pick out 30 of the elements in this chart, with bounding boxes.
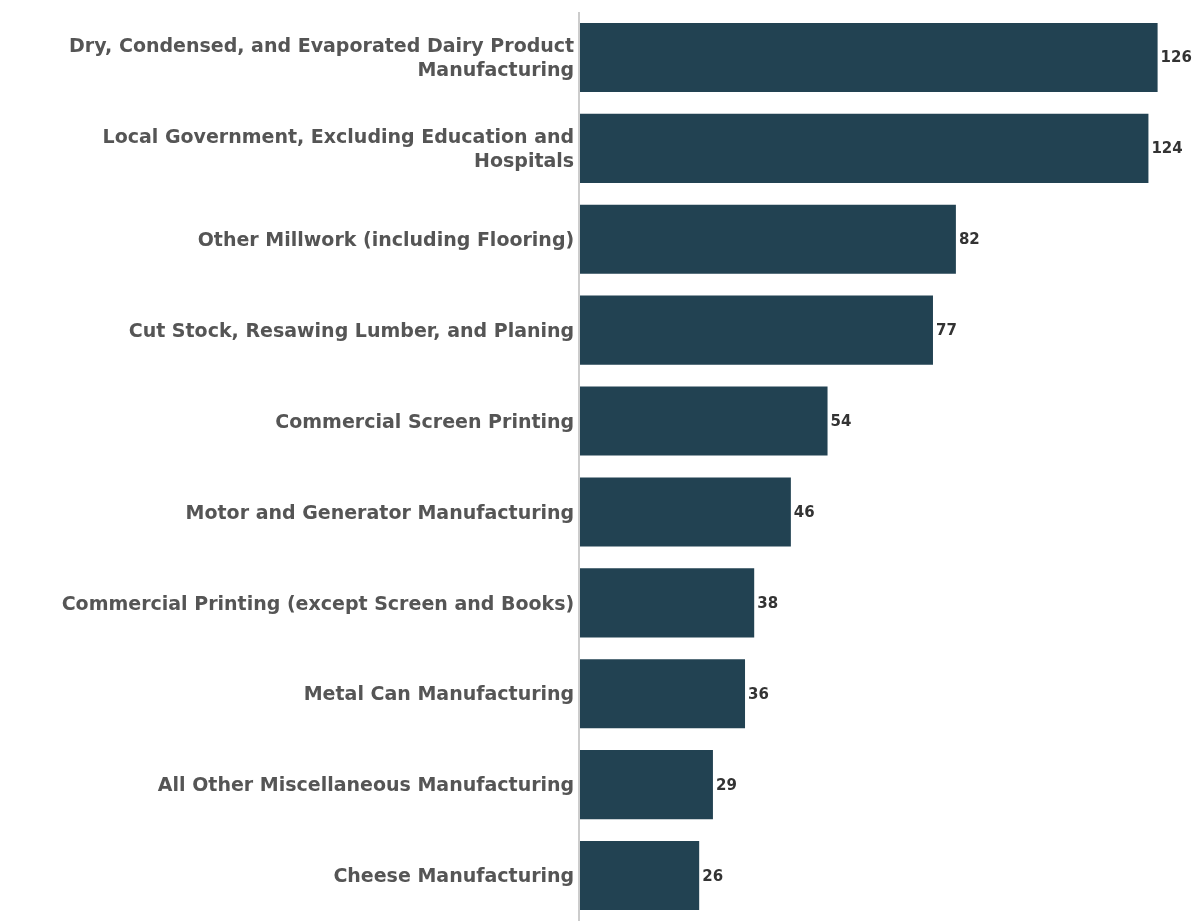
y-tick-label: Local Government, Excluding Education and Hospitals [102, 124, 575, 172]
data-label: 38 [757, 593, 779, 612]
y-tick-label: Metal Can Manufacturing [303, 682, 575, 705]
y-tick-label: Motor and Generator Manufacturing [185, 500, 575, 523]
bar [580, 22, 1158, 92]
y-tick-label: Cut Stock, Resawing Lumber, and Planing [128, 318, 575, 341]
data-label: 54 [830, 412, 852, 431]
bar [580, 659, 746, 729]
data-label: 46 [793, 502, 815, 521]
bar [580, 386, 828, 456]
y-tick-label: Commercial Printing (except Screen and Books) [61, 591, 575, 614]
bar [580, 113, 1149, 183]
data-label: 36 [748, 684, 769, 703]
y-tick-label: Dry, Condensed, and Evaporated Dairy Product Manufacturing [69, 33, 575, 81]
bar [580, 204, 956, 274]
bar [580, 750, 713, 820]
y-tick-label: Cheese Manufacturing [333, 864, 575, 887]
bar [580, 841, 700, 911]
bar [580, 295, 933, 365]
data-label: 29 [715, 775, 737, 794]
data-label: 82 [958, 230, 980, 249]
bar [580, 568, 755, 638]
data-label: 124 [1151, 139, 1183, 158]
y-tick-label: All Other Miscellaneous Manufacturing [157, 773, 575, 796]
data-label: 126 [1160, 48, 1192, 67]
bar [580, 477, 791, 547]
data-label: 77 [935, 321, 957, 340]
data-label: 26 [702, 866, 724, 885]
y-tick-label: Other Millwork (including Flooring) [197, 227, 575, 250]
y-tick-label: Commercial Screen Printing [275, 409, 575, 432]
